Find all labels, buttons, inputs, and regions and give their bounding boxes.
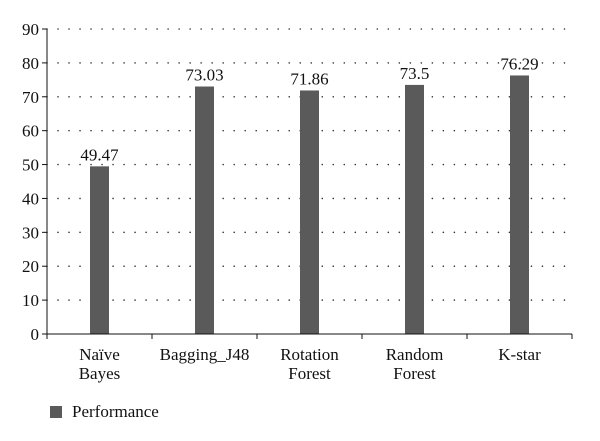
x-tick-label: Rotation Forest [280,345,339,383]
x-tick-label-line: Bagging_J48 [160,345,250,364]
data-labels: 49.47 73.03 71.86 73.5 76.29 [80,54,538,164]
x-tick-label: K-star [498,345,541,364]
legend: Performance [50,402,159,422]
bar [510,75,529,334]
legend-swatch [50,406,62,418]
data-label: 73.5 [400,64,430,83]
x-tick-label: Random Forest [386,345,444,383]
y-tick-label: 10 [22,291,39,310]
y-tick-label: 90 [22,20,39,39]
y-tick-label: 20 [22,257,39,276]
y-tick-label: 80 [22,54,39,73]
x-tick-label-line: Forest [288,364,331,383]
y-tick-label: 30 [22,223,39,242]
bars [90,75,529,335]
gridlines [42,28,573,335]
data-label: 49.47 [80,145,119,164]
data-label: 76.29 [500,54,538,73]
bar [405,84,424,335]
bar [300,90,319,334]
x-tick-label-line: K-star [498,345,541,364]
y-tick-label: 0 [31,325,40,344]
y-tick-labels: 0 10 20 30 40 50 60 70 80 90 [22,20,39,344]
y-tick-label: 60 [22,122,39,141]
data-label: 73.03 [185,66,223,85]
legend-label: Performance [72,402,159,421]
x-tick-label-line: Random [386,345,444,364]
y-tick-label: 40 [22,189,39,208]
bar [195,86,214,334]
axes [46,29,573,339]
x-tick-label-line: Forest [393,364,436,383]
x-tick-label: Naïve Bayes [79,345,121,383]
x-tick-label-line: Rotation [280,345,339,364]
y-tick-label: 50 [22,156,39,175]
x-tick-label-line: Naïve [79,345,120,364]
x-tick-label: Bagging_J48 [160,345,250,364]
bar [90,166,109,334]
x-tick-label-line: Bayes [79,364,121,383]
y-tick-label: 70 [22,88,39,107]
data-label: 71.86 [290,69,328,88]
